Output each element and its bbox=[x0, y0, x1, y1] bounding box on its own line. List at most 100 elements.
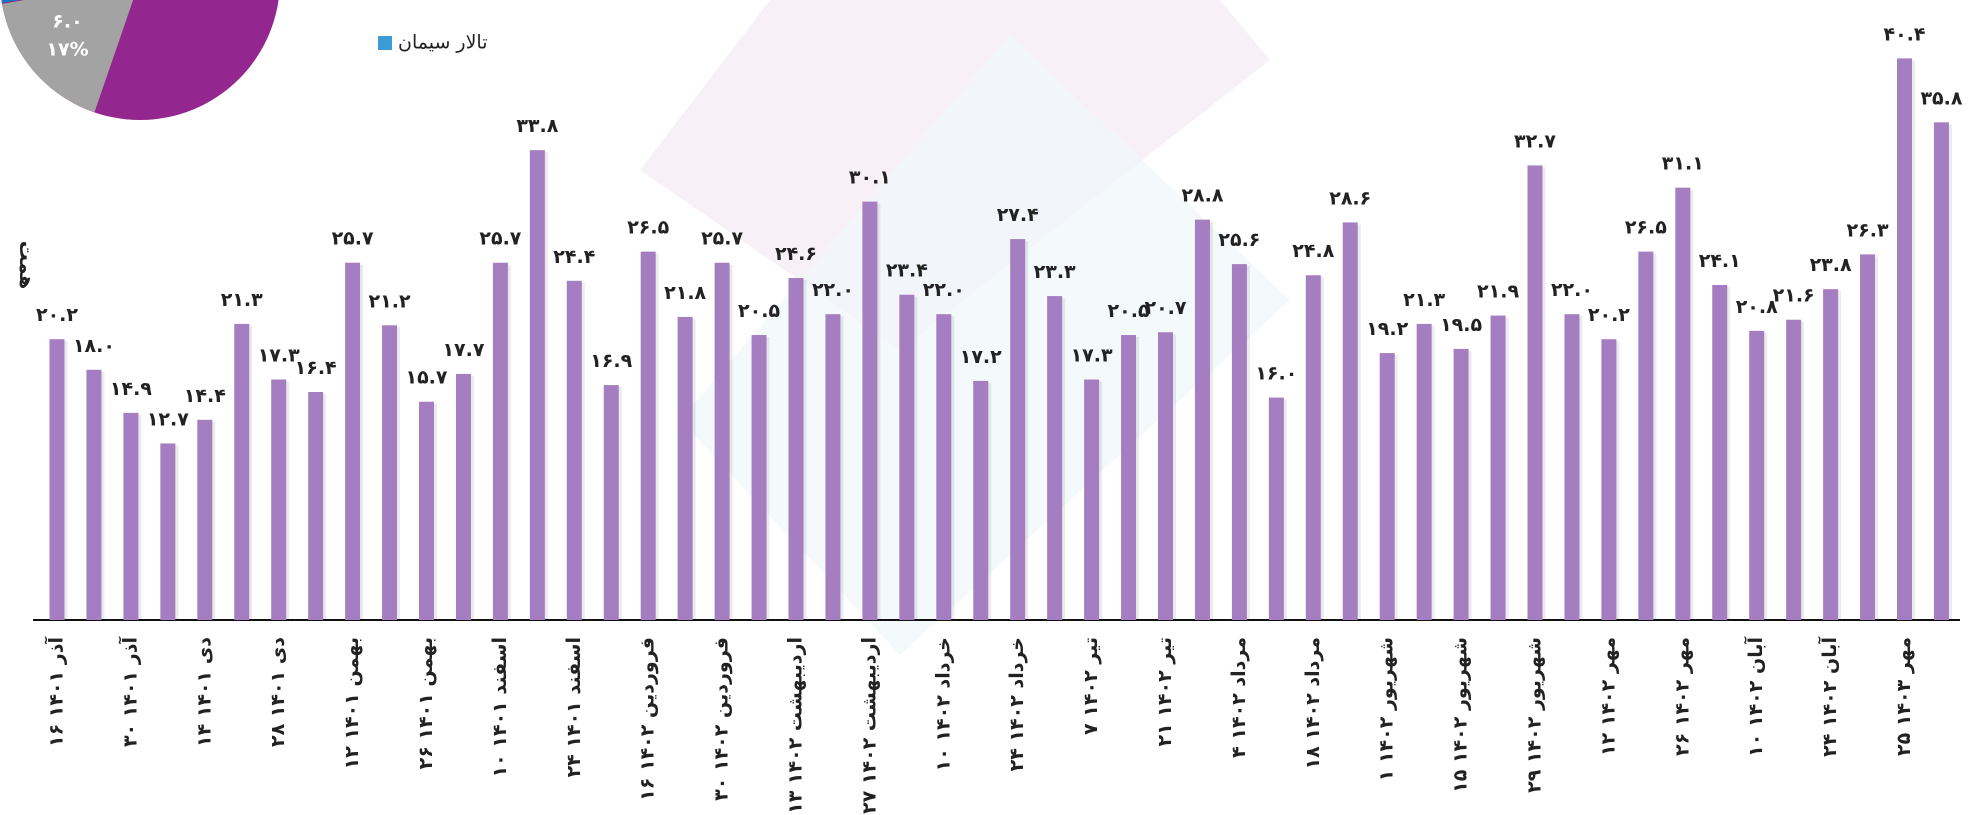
x-tick-label: ۴ مرداد ۱۴۰۲ bbox=[1228, 637, 1250, 758]
x-tick-label: ۱۰ آبان ۱۴۰۲ bbox=[1743, 637, 1767, 757]
bar bbox=[345, 262, 361, 620]
data-label: ۲۴.۱ bbox=[1699, 250, 1741, 272]
bar bbox=[973, 380, 989, 620]
data-label: ۱۴.۴ bbox=[184, 385, 226, 407]
bar bbox=[1675, 187, 1691, 621]
data-label: ۲۳.۸ bbox=[1810, 254, 1852, 276]
data-label: ۲۴.۴ bbox=[553, 246, 595, 268]
bar bbox=[197, 419, 213, 620]
x-tick-label: ۳۰ فروردین ۱۴۰۲ bbox=[711, 637, 733, 801]
data-label: ۲۵.۶ bbox=[1218, 229, 1260, 251]
bar bbox=[1453, 348, 1469, 620]
x-tick-label: ۱۸ مرداد ۱۴۰۲ bbox=[1302, 637, 1324, 769]
pie-percent: ۱۷% bbox=[46, 39, 88, 61]
data-label: ۲۴.۸ bbox=[1292, 240, 1334, 262]
data-label: ۲۸.۸ bbox=[1181, 185, 1223, 207]
data-label: ۲۶.۵ bbox=[627, 217, 669, 239]
bar bbox=[751, 335, 767, 620]
x-tick-label: ۷ تیر ۱۴۰۲ bbox=[1080, 637, 1102, 735]
bar bbox=[1010, 239, 1026, 620]
data-label: ۲۱.۸ bbox=[664, 282, 706, 304]
data-label: ۲۴.۶ bbox=[775, 243, 817, 265]
x-tick-label: ۲۱ تیر ۱۴۰۲ bbox=[1154, 637, 1176, 747]
bar bbox=[271, 379, 287, 620]
y-axis-label: همت bbox=[15, 241, 39, 289]
bar bbox=[1084, 379, 1100, 620]
data-label: ۲۵.۷ bbox=[701, 228, 743, 250]
bar bbox=[1047, 296, 1063, 620]
x-tick-label: ۱۳ اردیبهشت ۱۴۰۲ bbox=[785, 637, 807, 814]
data-label: ۲۶.۵ bbox=[1625, 217, 1667, 239]
data-label: ۱۷.۳ bbox=[1071, 345, 1113, 367]
data-label: ۲۸.۶ bbox=[1329, 187, 1371, 209]
bar bbox=[1786, 319, 1802, 620]
legend-label: تالار سیمان bbox=[398, 32, 488, 54]
bar bbox=[1860, 254, 1876, 620]
x-tick-label: ۱۲ بهمن ۱۴۰۱ bbox=[341, 637, 363, 769]
data-label: ۳۲.۷ bbox=[1514, 130, 1556, 152]
bar bbox=[1490, 315, 1506, 620]
bar bbox=[640, 251, 656, 620]
bar bbox=[1749, 330, 1765, 620]
data-label: ۱۷.۲ bbox=[960, 346, 1002, 368]
data-label: ۳۰.۱ bbox=[849, 167, 891, 189]
bar bbox=[1268, 397, 1284, 620]
bar bbox=[382, 325, 398, 620]
bar bbox=[1305, 275, 1321, 620]
bar bbox=[160, 443, 176, 620]
bar bbox=[862, 201, 878, 620]
bar bbox=[1601, 339, 1617, 620]
x-tick-label: ۲۴ آبان ۱۴۰۲ bbox=[1817, 637, 1841, 757]
x-tick-label: ۲۸ دی ۱۴۰۱ bbox=[267, 637, 289, 747]
data-label: ۱۷.۳ bbox=[258, 345, 300, 367]
data-label: ۲۳.۳ bbox=[1034, 261, 1076, 283]
bar bbox=[603, 385, 619, 620]
data-label: ۴۰.۴ bbox=[1883, 23, 1925, 45]
x-tick-label: ۲۶ بهمن ۱۴۰۱ bbox=[415, 637, 437, 769]
data-label: ۲۲.۰ bbox=[923, 279, 965, 301]
x-tick-label: ۲۴ خرداد ۱۴۰۲ bbox=[1006, 637, 1028, 771]
data-label: ۱۶.۰ bbox=[1255, 363, 1297, 385]
data-label: ۲۱.۶ bbox=[1773, 285, 1815, 307]
bar bbox=[566, 280, 582, 620]
data-label: ۲۰.۵ bbox=[738, 300, 780, 322]
data-label: ۲۱.۳ bbox=[1403, 289, 1445, 311]
x-tick-label: ۳۰ آذر ۱۴۰۱ bbox=[117, 637, 141, 748]
data-label: ۳۳.۸ bbox=[516, 115, 558, 137]
bar bbox=[899, 294, 915, 620]
bar bbox=[1121, 335, 1137, 620]
x-tick-label: ۲۶ مهر ۱۴۰۲ bbox=[1671, 637, 1693, 756]
x-tick-label: ۱۴ دی ۱۴۰۱ bbox=[193, 637, 215, 747]
data-label: ۱۹.۲ bbox=[1366, 318, 1408, 340]
bar bbox=[455, 373, 471, 620]
bar bbox=[1897, 58, 1912, 621]
pie-slice-decor bbox=[1, 0, 20, 3]
data-label: ۲۱.۳ bbox=[221, 289, 263, 311]
bar bbox=[492, 262, 508, 620]
x-tick-label: ۱۶ فروردین ۱۴۰۲ bbox=[637, 637, 659, 801]
bar bbox=[1194, 219, 1210, 621]
bar bbox=[1712, 284, 1728, 620]
data-label: ۲۵.۷ bbox=[332, 228, 374, 250]
x-tick-label: ۱۵ شهریور ۱۴۰۲ bbox=[1450, 637, 1472, 793]
pie-amount: ۶.۰ bbox=[52, 11, 82, 33]
data-label: ۱۵.۷ bbox=[405, 367, 447, 389]
x-tick-label: ۲۵ مهر ۱۴۰۳ bbox=[1893, 637, 1915, 756]
data-label: ۲۵.۷ bbox=[479, 228, 521, 250]
bar bbox=[1933, 122, 1949, 620]
data-label: ۱۸.۰ bbox=[73, 335, 115, 357]
data-label: ۲۰.۵ bbox=[1108, 300, 1150, 322]
x-tick-label: ۱ شهریور ۱۴۰۲ bbox=[1376, 637, 1398, 781]
bar bbox=[308, 392, 324, 620]
bar bbox=[529, 150, 545, 620]
bar bbox=[1416, 323, 1432, 620]
x-tick-label: ۲۴ اسفند ۱۴۰۱ bbox=[563, 637, 585, 777]
data-label: ۳۵.۸ bbox=[1920, 87, 1962, 109]
bar bbox=[788, 278, 804, 620]
data-label: ۲۳.۴ bbox=[886, 260, 928, 282]
x-tick-label: ۱۲ مهر ۱۴۰۲ bbox=[1597, 637, 1619, 756]
pie-slice bbox=[2, 0, 134, 113]
data-label: ۲۶.۳ bbox=[1847, 219, 1889, 241]
bar bbox=[1564, 314, 1580, 620]
